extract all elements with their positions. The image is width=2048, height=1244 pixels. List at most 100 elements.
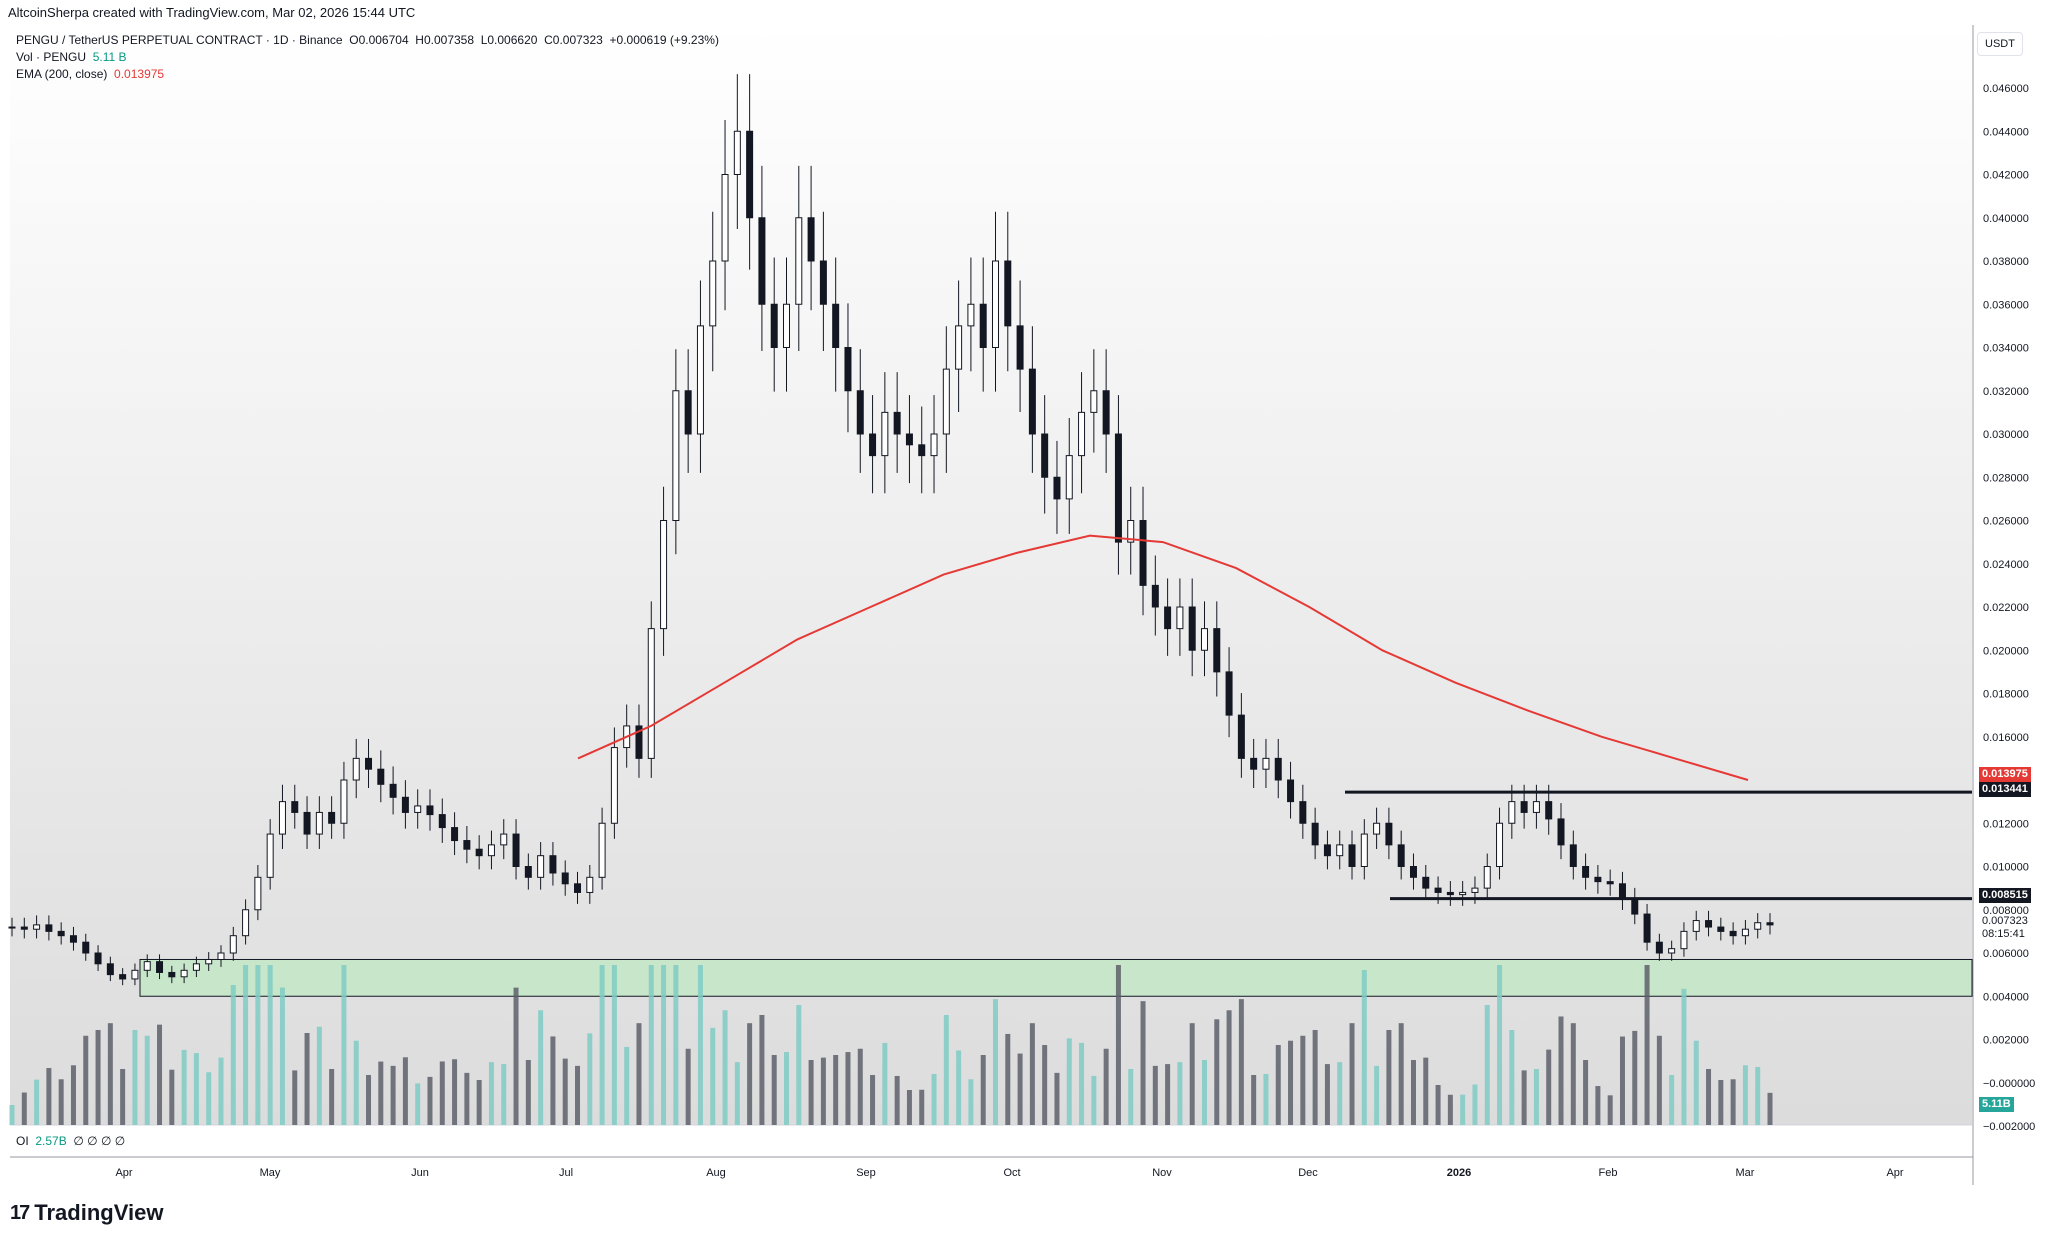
y-tick-label: 0.026000	[1983, 516, 2029, 528]
candle-body	[1176, 606, 1184, 630]
candle-body	[1090, 390, 1098, 413]
candle-body	[1348, 844, 1356, 867]
candle-body	[217, 952, 225, 960]
candle-body	[1311, 822, 1319, 846]
candle-body	[328, 811, 336, 824]
x-tick-label: Dec	[1298, 1167, 1318, 1179]
volume-bar	[845, 1052, 851, 1125]
currency-button[interactable]: USDT	[1977, 32, 2023, 56]
candle-body	[1766, 922, 1774, 926]
candle-body	[1631, 898, 1639, 915]
volume-bar	[464, 1072, 470, 1125]
candle-body	[365, 757, 373, 770]
y-tick-label: 0.008000	[1983, 905, 2029, 917]
high-value: 0.007358	[423, 33, 475, 47]
candle-body	[1471, 887, 1479, 893]
volume-bar	[1755, 1066, 1761, 1125]
volume-bar	[21, 1092, 27, 1125]
volume-bar	[70, 1065, 76, 1125]
candle-body	[1434, 887, 1442, 893]
candle-body	[500, 833, 508, 846]
volume-bar	[1337, 1062, 1343, 1125]
volume-bar	[1669, 1075, 1675, 1125]
ema-legend[interactable]: EMA (200, close) 0.013975	[16, 67, 164, 81]
volume-bar	[95, 1030, 101, 1125]
x-tick-label: Apr	[1886, 1167, 1903, 1179]
volume-bar	[796, 1005, 802, 1125]
volume-bar	[992, 999, 998, 1125]
candle-body	[1360, 833, 1368, 867]
time-axis[interactable]: Apr May Jun Jul Aug Sep Oct Nov Dec 2026 Feb Mar Apr	[115, 1167, 1903, 1179]
candle-body	[278, 801, 286, 835]
candle-body	[1237, 714, 1245, 759]
candle-body	[955, 325, 963, 370]
volume-bar	[353, 1040, 359, 1125]
volume-bar	[9, 1105, 15, 1125]
candle-body	[1053, 476, 1061, 500]
volume-bar	[1140, 1001, 1146, 1125]
volume-bar	[279, 987, 285, 1125]
volume-bar	[1767, 1092, 1773, 1125]
tradingview-logo[interactable]: 17 TradingView	[10, 1200, 163, 1226]
candle-body	[414, 805, 422, 813]
brand-name: TradingView	[34, 1200, 164, 1225]
volume-bar	[267, 965, 273, 1125]
oi-legend[interactable]: OI 2.57B ∅ ∅ ∅ ∅	[16, 1134, 125, 1148]
y-tick-label: 0.010000	[1983, 862, 2029, 874]
volume-bar	[1251, 1075, 1257, 1125]
volume-bar	[1632, 1030, 1638, 1125]
y-tick-label: 0.040000	[1983, 213, 2029, 225]
volume-bar	[452, 1059, 458, 1125]
y-tick-label: −0.002000	[1983, 1121, 2035, 1133]
volume-bar	[1300, 1035, 1306, 1125]
x-tick-label: Sep	[856, 1167, 876, 1179]
candle-body	[69, 935, 77, 943]
price-axis[interactable]: 0.046000 0.044000 0.042000 0.040000 0.038000…	[1983, 83, 2035, 1133]
candle-body	[905, 433, 913, 446]
x-tick-label: Feb	[1599, 1167, 1618, 1179]
y-tick-label: 0.038000	[1983, 256, 2029, 268]
candle-body	[586, 876, 594, 893]
candle-body	[303, 811, 311, 835]
candle-body	[598, 822, 606, 878]
symbol-legend[interactable]: PENGU / TetherUS PERPETUAL CONTRACT · 1D…	[16, 33, 719, 47]
x-tick-label: May	[260, 1167, 281, 1179]
candle-body	[1078, 411, 1086, 457]
volume-bar	[1595, 1086, 1601, 1125]
candle-body	[893, 411, 901, 435]
candle-body	[266, 833, 274, 878]
candle-body	[1262, 757, 1270, 770]
volume-bar	[956, 1050, 962, 1125]
volume-bar	[402, 1057, 408, 1125]
volume-bar	[1546, 1049, 1552, 1125]
candle-body	[1446, 891, 1454, 896]
candle-body	[1200, 628, 1208, 651]
candle-body	[1520, 801, 1528, 813]
candle-body	[758, 217, 766, 305]
candle-body	[942, 368, 950, 435]
candle-body	[94, 952, 102, 965]
candle-body	[819, 260, 827, 305]
volume-bar	[366, 1075, 372, 1125]
candle-body	[869, 433, 877, 457]
candle-body	[1705, 920, 1713, 928]
candle-body	[106, 963, 114, 976]
volume-bar	[808, 1060, 814, 1125]
candle-body	[1114, 433, 1122, 543]
volume-bar	[439, 1061, 445, 1125]
y-tick-label: 0.030000	[1983, 429, 2029, 441]
candle-body	[1557, 818, 1565, 846]
candle-body	[1041, 433, 1049, 478]
candle-body	[1385, 822, 1393, 846]
y-tick-label: 0.028000	[1983, 472, 2029, 484]
volume-bar	[550, 1036, 556, 1125]
candle-body	[844, 347, 852, 392]
volume-bar	[624, 1046, 630, 1125]
candle-body	[1459, 891, 1467, 896]
volume-bar	[648, 965, 654, 1125]
volume-bar	[1177, 1062, 1183, 1125]
y-tick-label: 0.044000	[1983, 126, 2029, 138]
candle-body	[291, 801, 299, 813]
volume-legend[interactable]: Vol · PENGU 5.11 B	[16, 50, 127, 64]
